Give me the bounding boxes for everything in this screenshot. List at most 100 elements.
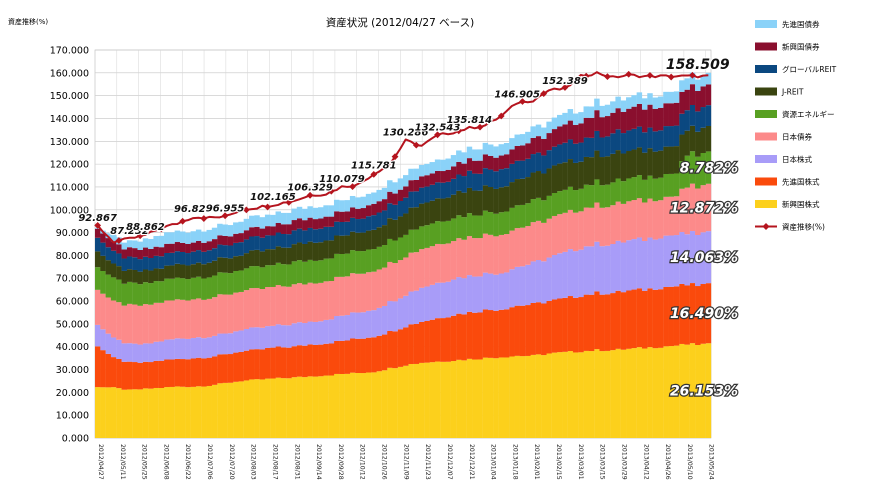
area-segment [195,240,202,251]
area-segment [344,340,351,374]
area-segment [695,188,701,235]
area-segment [572,352,579,438]
asset-line-marker [115,237,123,244]
area-segment [705,72,712,85]
area-segment [610,182,616,206]
area-segment [546,168,552,196]
area-segment [599,294,605,352]
area-segment [663,346,669,438]
area-segment [148,283,154,305]
area-segment [418,321,425,363]
area-segment [312,219,319,230]
area-segment [466,158,473,171]
area-segment [164,265,170,279]
area-segment [461,360,467,438]
area-segment [264,214,271,227]
x-tick-label: 2012/12/21 [468,444,475,480]
area-segment [275,346,282,378]
area-segment [647,127,653,149]
area-segment [610,244,616,294]
area-segment [620,153,627,182]
area-segment [604,245,611,295]
area-segment [126,256,133,270]
area-segment [275,285,282,325]
area-segment [148,270,154,284]
area-segment [700,153,706,186]
area-segment [588,185,595,208]
area-segment [583,246,590,295]
area-segment [487,212,494,235]
legend-label: 日本株式 [782,154,812,164]
area-segment [514,179,520,206]
area-segment [190,299,197,339]
area-segment [689,105,696,126]
x-tick-label: 2012/06/22 [184,444,191,480]
area-segment [636,347,643,438]
area-segment [126,303,133,344]
area-segment [95,346,101,388]
area-segment [158,268,165,282]
area-segment [259,228,266,238]
area-segment [509,356,515,438]
area-segment [466,311,473,359]
share-label: 8.782% [680,161,738,177]
area-segment [105,387,112,438]
area-segment [307,206,313,218]
area-segment [472,173,478,191]
area-segment [636,92,643,104]
asset-line-marker [625,70,633,78]
area-segment [567,109,574,121]
area-segment [578,112,584,124]
area-segment [626,151,632,179]
area-segment [153,387,159,438]
area-segment [132,343,138,363]
area-segment [509,230,515,270]
x-tick-label: 2012/07/06 [206,444,213,480]
area-segment [164,232,170,244]
y-axis-ticks: 0.000 10.000 20.000 30.000 40.000 50.000 60.00… [50,46,89,445]
area-segment [562,162,568,190]
y-tick-label: 10.000 [56,411,89,422]
area-segment [493,274,499,311]
area-segment [408,229,414,253]
area-segment [158,235,165,248]
share-label: 14.063% [670,250,738,266]
area-segment [179,242,186,253]
area-segment [286,247,292,265]
y-tick-label: 40.000 [56,342,89,353]
area-segment [700,185,706,233]
area-segment [142,247,149,257]
area-segment [339,315,345,341]
x-tick-label: 2012/06/08 [162,444,169,480]
area-segment [355,208,361,220]
area-segment [227,225,234,237]
area-segment [482,357,489,438]
area-segment [535,171,542,198]
area-segment [509,307,515,357]
area-segment [472,238,478,277]
area-segment [519,305,526,357]
area-segment [477,215,483,239]
area-segment [503,272,510,310]
area-segment [158,360,165,389]
area-segment [578,142,584,162]
area-segment [137,241,143,250]
area-segment [472,215,478,239]
area-segment [514,145,520,161]
area-segment [551,299,558,353]
area-segment [472,149,478,161]
area-segment [286,286,292,326]
area-segment [530,137,536,155]
area-segment [572,124,579,144]
area-segment [355,250,361,274]
area-segment [509,149,515,164]
area-segment [360,273,366,313]
area-segment [264,226,271,236]
area-segment [477,160,483,174]
area-segment [567,159,574,187]
area-segment [110,357,117,388]
area-segment [344,221,351,236]
area-segment [126,281,133,304]
share-label: 26.153% [670,384,738,400]
area-segment [440,198,446,222]
